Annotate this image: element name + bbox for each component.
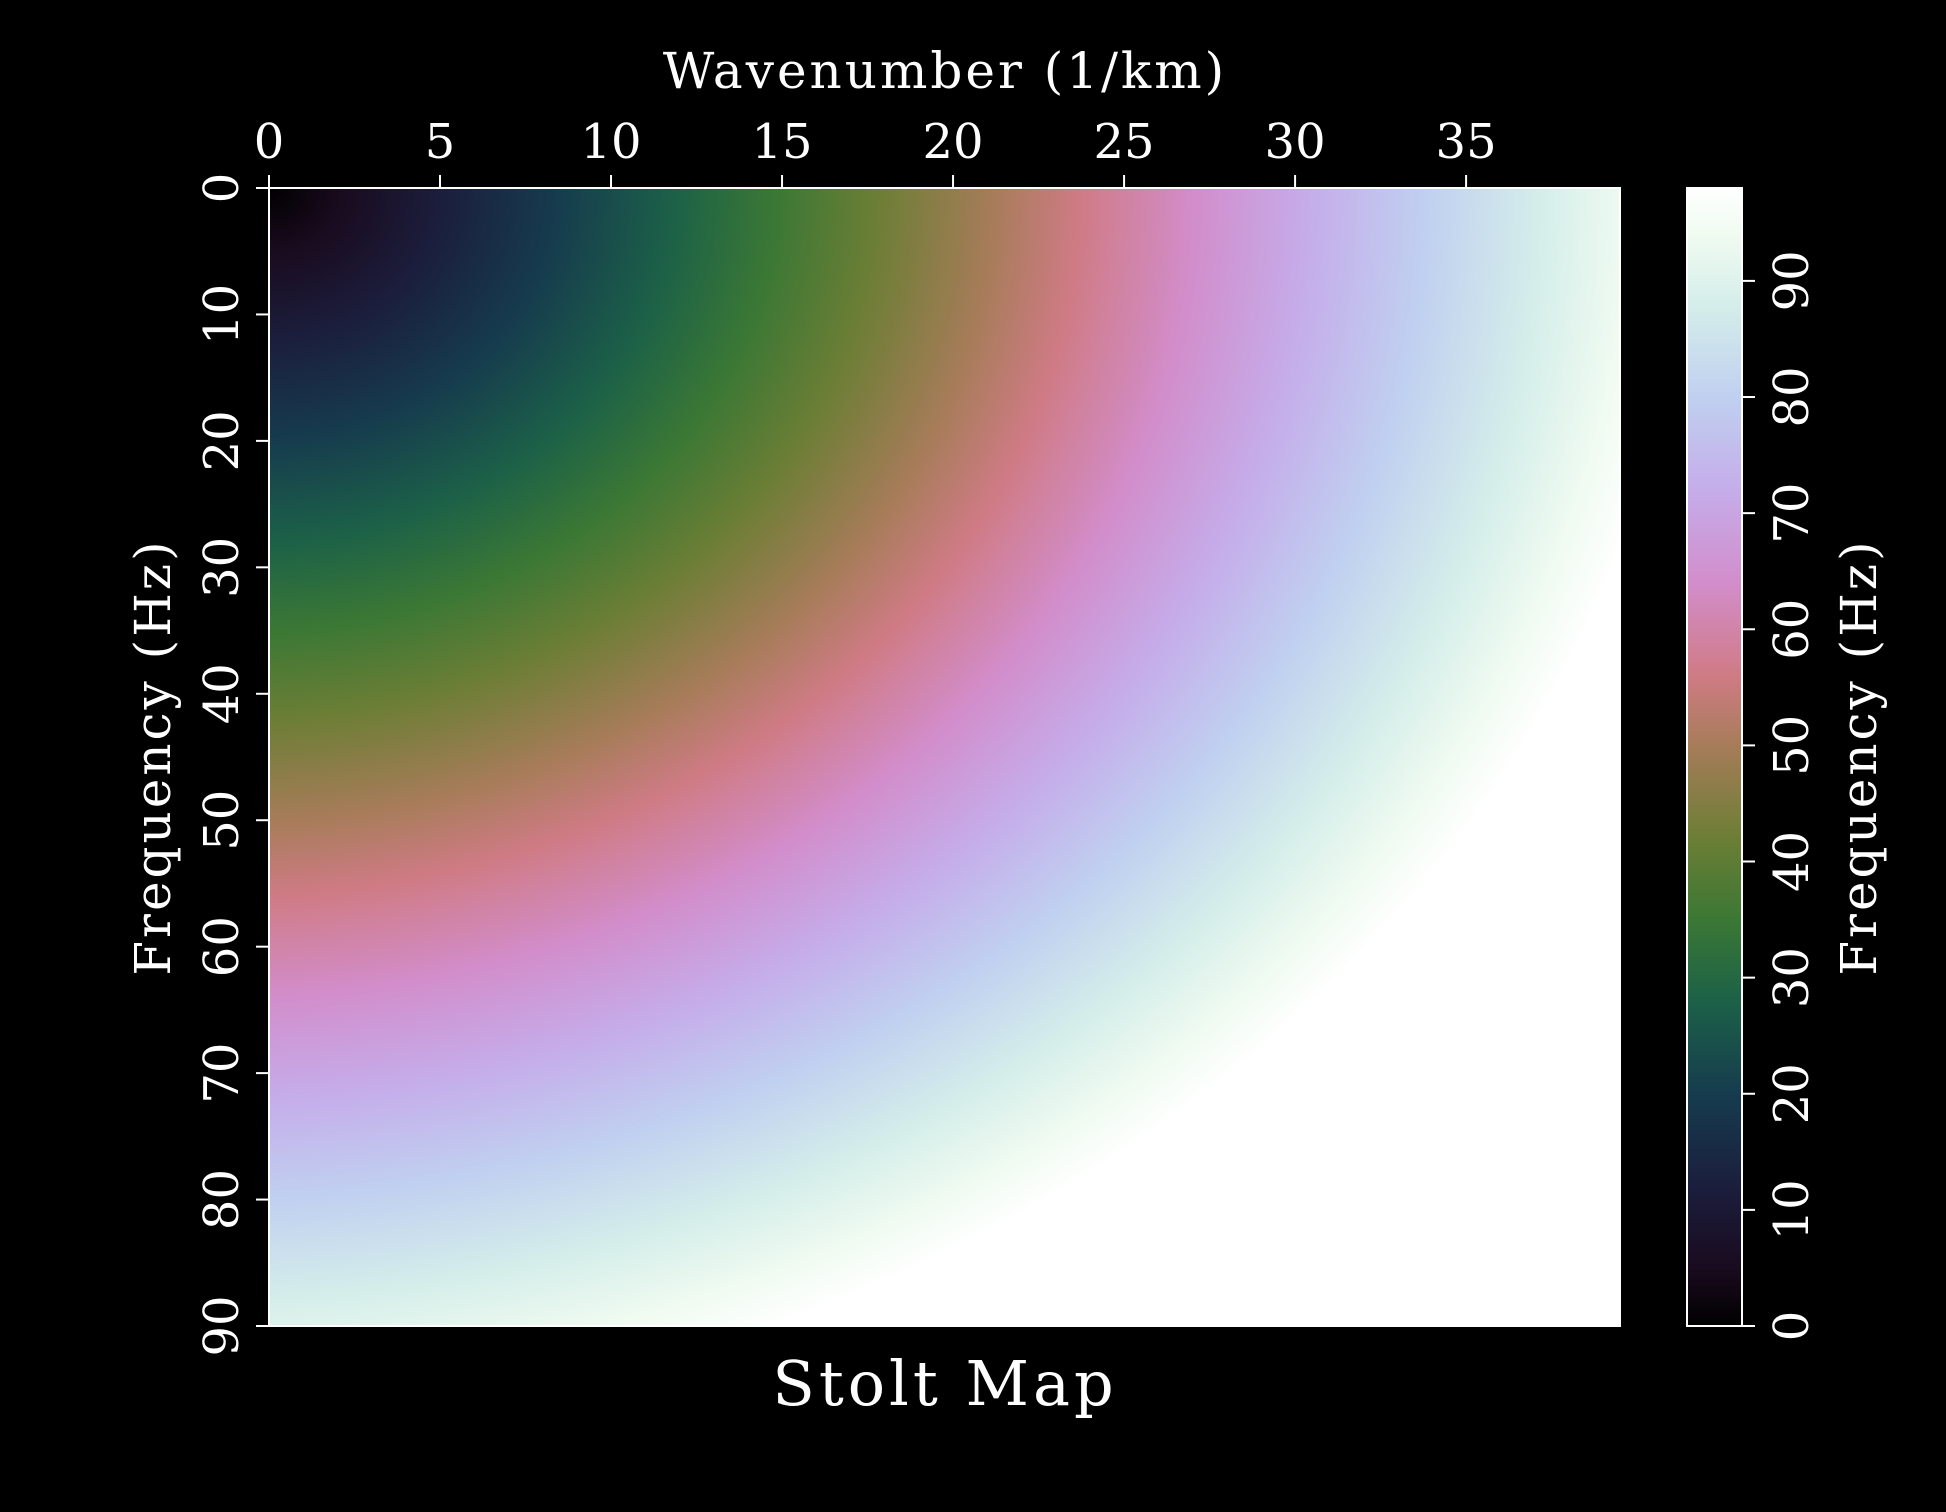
x-axis-ticks: 0 5 10 15 20 25 30 35 xyxy=(254,114,1497,188)
chart-title: Stolt Map xyxy=(772,1347,1117,1420)
y-tick-label: 0 xyxy=(194,173,250,204)
heatmap xyxy=(269,188,1620,1326)
x-axis-label: Wavenumber (1/km) xyxy=(663,42,1227,100)
x-tick-label: 20 xyxy=(923,114,984,170)
colorbar-tick-label: 10 xyxy=(1764,1179,1820,1240)
y-tick-label: 50 xyxy=(194,790,250,851)
plot-frame xyxy=(268,187,1621,1327)
colorbar-tick-label: 60 xyxy=(1764,599,1820,660)
y-tick-label: 30 xyxy=(194,537,250,598)
y-tick-label: 40 xyxy=(194,663,250,724)
colorbar-tick-label: 80 xyxy=(1764,366,1820,427)
heatmap-canvas xyxy=(269,188,1620,1326)
colorbar-tick-label: 20 xyxy=(1764,1063,1820,1124)
y-tick-label: 90 xyxy=(194,1295,250,1356)
x-tick-label: 5 xyxy=(425,114,456,170)
y-tick-label: 10 xyxy=(194,284,250,345)
colorbar-tick-label: 90 xyxy=(1764,250,1820,311)
colorbar xyxy=(1686,187,1743,1327)
x-tick-label: 10 xyxy=(580,114,641,170)
y-tick-label: 20 xyxy=(194,410,250,471)
x-tick-label: 0 xyxy=(254,114,285,170)
colorbar-tick-label: 0 xyxy=(1764,1311,1820,1342)
x-tick-label: 30 xyxy=(1265,114,1326,170)
colorbar-label: Frequency (Hz) xyxy=(1830,538,1888,975)
y-tick-label: 80 xyxy=(194,1169,250,1230)
y-tick-label: 70 xyxy=(194,1043,250,1104)
colorbar-tick-label: 40 xyxy=(1764,831,1820,892)
colorbar-ticks: 0 10 20 30 40 50 60 70 80 90 xyxy=(1742,250,1820,1341)
y-axis-ticks: 0 10 20 30 40 50 60 70 80 90 xyxy=(194,173,269,1357)
colorbar-tick-label: 70 xyxy=(1764,483,1820,544)
y-axis-label: Frequency (Hz) xyxy=(124,538,182,975)
colorbar-tick-label: 30 xyxy=(1764,947,1820,1008)
x-tick-label: 25 xyxy=(1094,114,1155,170)
y-tick-label: 60 xyxy=(194,916,250,977)
x-tick-label: 35 xyxy=(1436,114,1497,170)
x-tick-label: 15 xyxy=(751,114,812,170)
colorbar-tick-label: 50 xyxy=(1764,715,1820,776)
